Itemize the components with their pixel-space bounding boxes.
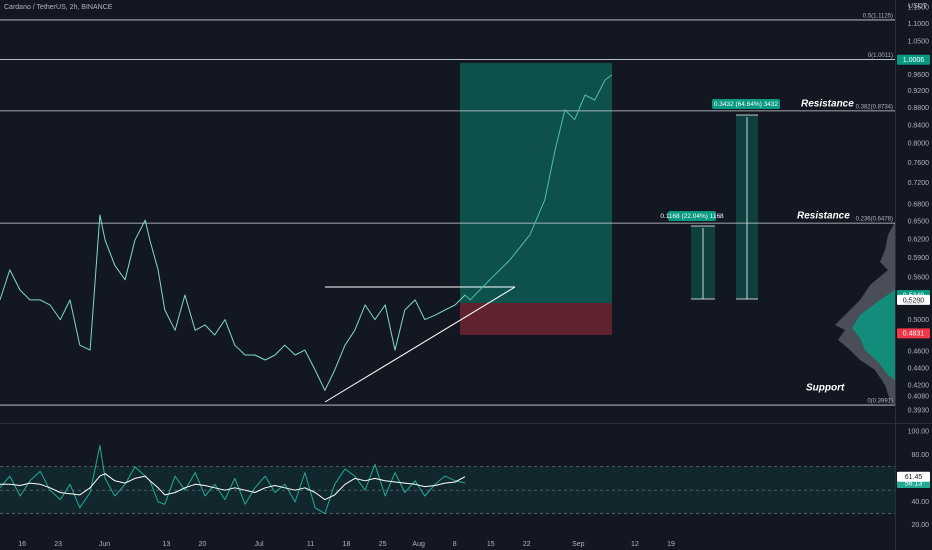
measure-label-box (712, 99, 780, 109)
y-tick-label: 0.7200 (908, 180, 930, 187)
y-tick-label: 1.0500 (908, 38, 930, 45)
x-tick-label: Jun (99, 541, 110, 548)
y-tick-label: 0.6500 (908, 219, 930, 226)
series-line (464, 74, 613, 301)
price-marker-label: 0.5280 (903, 297, 925, 304)
x-tick-label: 20 (198, 541, 206, 548)
series-line (0, 214, 466, 391)
fib-level-label: 0(0.3991) (867, 399, 893, 405)
price-marker (897, 294, 930, 305)
y-tick-label: 1.1000 (908, 21, 930, 28)
measure-label-box (668, 211, 716, 221)
y-tick-label: 0.4600 (908, 349, 930, 356)
y-tick-label: 0.6200 (908, 236, 930, 243)
resistance-label: Resistance (797, 211, 850, 222)
y-tick-label: 40.00 (911, 499, 929, 506)
fib-level-label: 0.382(0.8734) (856, 104, 893, 110)
y-tick-label: 0.4080 (908, 394, 930, 401)
y-tick-label: 0.8800 (908, 105, 930, 112)
fib-level-label: 0.236(0.6478) (856, 217, 893, 223)
x-tick-label: 8 (453, 541, 457, 548)
rsi-marker-label: 61.45 (905, 474, 923, 481)
y-tick-label: 0.7600 (908, 160, 930, 167)
y-tick-label: 0.5900 (908, 255, 930, 262)
measure-label: 0.3432 (64.64%) 3432 (714, 101, 779, 108)
support-label: Support (806, 383, 845, 394)
y-tick-label: 20.00 (911, 522, 929, 529)
chart-title: Cardano / TetherUS, 2h, BINANCE (4, 4, 113, 11)
fib-level-label: 0(1.0011) (868, 53, 893, 59)
bar-countdown: 52:03 (906, 300, 922, 306)
x-tick-label: 15 (487, 541, 495, 548)
x-tick-label: 25 (379, 541, 387, 548)
y-tick-label: 0.4200 (908, 383, 930, 390)
rsi-marker-label: 56.13 (905, 480, 923, 487)
rsi-marker (897, 471, 930, 482)
x-tick-label: Aug (412, 541, 425, 548)
price-marker-label: 0.4831 (903, 331, 925, 338)
y-tick-label: 0.5000 (908, 317, 930, 324)
y-tick-label: 0.8000 (908, 141, 930, 148)
x-tick-label: 18 (343, 541, 351, 548)
series-line (0, 445, 466, 515)
x-tick-label: Jul (255, 541, 264, 548)
x-tick-label: Sep (572, 541, 585, 548)
y-tick-label: 80.00 (911, 452, 929, 459)
y-tick-label: 0.6800 (908, 202, 930, 209)
x-tick-label: 16 (18, 541, 26, 548)
y-tick-label: 0.8400 (908, 122, 930, 129)
x-tick-label: 22 (523, 541, 531, 548)
y-tick-label: 0.9200 (908, 88, 930, 95)
measure-label: 0.1168 (22.04%) 1168 (660, 213, 724, 220)
x-tick-label: 23 (54, 541, 62, 548)
resistance-label: Resistance (801, 99, 854, 110)
price-marker-label: 1.0006 (903, 57, 925, 64)
y-tick-label: 0.5600 (908, 275, 930, 282)
price-marker (897, 54, 930, 65)
y-tick-label: 0.9600 (908, 72, 930, 79)
x-tick-label: 11 (307, 541, 314, 548)
x-tick-label: 19 (667, 541, 675, 548)
volume-profile-value-area (852, 290, 895, 380)
price-marker (897, 328, 930, 339)
y-tick-label: 100.00 (908, 428, 930, 435)
fib-level-label: 0.5(1.1125) (863, 14, 893, 20)
y-unit-label: USDT (908, 3, 928, 10)
y-tick-label: 1.1500 (908, 4, 930, 11)
long-target-zone (460, 63, 612, 303)
long-stop-zone (460, 303, 612, 335)
y-tick-label: 0.3930 (908, 408, 930, 415)
y-tick-label: 0.4400 (908, 365, 930, 372)
series-line (0, 473, 466, 501)
triangle-base (324, 286, 516, 403)
x-tick-label: 12 (631, 541, 639, 548)
x-tick-label: 13 (162, 541, 170, 548)
